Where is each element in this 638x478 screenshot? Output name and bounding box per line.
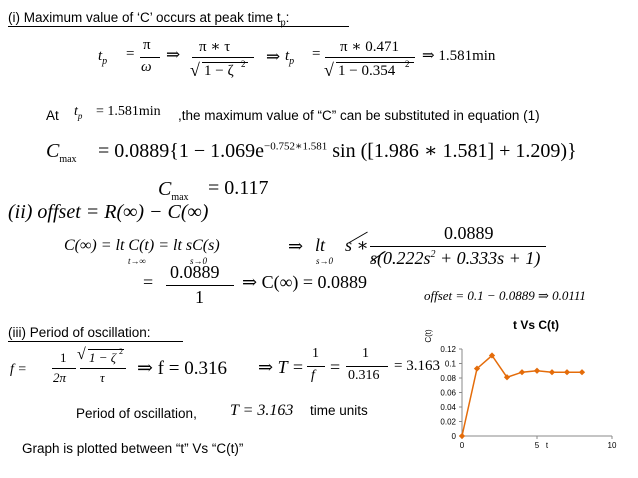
chart-x-tick-label: 0: [460, 441, 465, 450]
cinf-result-denominator: 1: [195, 287, 204, 307]
period-denominator: 0.316: [348, 368, 380, 383]
graph-caption: Graph is plotted between “t” Vs “C(t)”: [22, 441, 244, 456]
eq1-sqrt-sign: √: [190, 60, 200, 80]
eq1-squared: 2: [241, 59, 246, 69]
cinf-result-numerator: 0.0889: [170, 262, 220, 282]
freq-f: f =: [10, 362, 27, 377]
eq2-result: ⇒ 1.581min: [422, 48, 496, 64]
chart-data-point: [473, 365, 481, 372]
eq2-tp: tp: [285, 48, 295, 67]
period-arrow-T: ⇒ T =: [258, 357, 304, 377]
cinf-numerator: 0.0889: [444, 223, 494, 243]
chart-data-point: [563, 369, 571, 376]
eq2-sqrt-bar: [336, 62, 414, 63]
cinf-arrow: ⇒: [288, 236, 304, 256]
cinf-lim-s: s→0: [316, 256, 334, 266]
chart-y-tick-label: 0.08: [440, 374, 456, 383]
eq2-denominator: 1 − 0.354: [338, 63, 396, 79]
eq1-one-minus-zeta: 1 − ζ: [204, 63, 234, 79]
freq-bar-2: [80, 368, 126, 369]
offset-definition: (ii) offset = R(∞) − C(∞): [8, 201, 209, 223]
chart-data-point: [458, 432, 466, 440]
cmax-value: = 0.117: [208, 177, 269, 199]
cmax-eq-symbol: Cmax: [46, 140, 77, 165]
freq-result: ⇒ f = 0.316: [137, 358, 227, 379]
freq-two-pi: 2π: [53, 370, 67, 385]
chart-title: t Vs C(t): [513, 318, 559, 332]
chart-data-point: [533, 367, 541, 374]
heading-maximum-value: (i) Maximum value of ‘C’ occurs at peak …: [8, 10, 290, 28]
period-one-a: 1: [312, 346, 319, 361]
at-value: = 1.581min: [96, 104, 161, 119]
freq-root: 1 − ζ: [89, 350, 117, 365]
heading-period-underline: [8, 341, 183, 342]
chart-data-point: [503, 374, 511, 381]
freq-bar-1: [52, 368, 76, 369]
at-substitution-text: ,the maximum value of “C” can be substit…: [178, 108, 540, 123]
period-equals: =: [330, 357, 341, 377]
period-bar-1: [307, 366, 325, 367]
heading-underline: [8, 26, 349, 27]
freq-squared: 2: [119, 347, 123, 356]
eq1-arrow: ⇒: [166, 45, 181, 64]
period-units: time units: [310, 403, 368, 418]
chart-y-tick-label: 0.12: [440, 345, 456, 354]
eq2-squared: 2: [405, 59, 410, 69]
chart-y-tick-label: 0: [452, 432, 457, 441]
chart-data-point: [518, 369, 526, 376]
chart-x-tick-label: 10: [608, 441, 617, 450]
eq1-pi-tau: π ∗ τ: [199, 39, 231, 55]
chart-y-tick-label: 0.04: [440, 403, 456, 412]
freq-sqrt-bar: [88, 349, 124, 350]
period-result: = 3.163: [394, 358, 440, 374]
eq1-pi: π: [143, 37, 151, 53]
eq1-tp: tp: [98, 48, 108, 67]
period-f: f: [311, 368, 315, 383]
freq-tau: τ: [100, 370, 105, 385]
cinf-result-equals: =: [143, 272, 154, 292]
period-bar-2: [346, 366, 388, 367]
chart-ylabel: C(t): [424, 329, 433, 343]
eq1-fraction-bar-2: [192, 57, 254, 58]
cinf-lt: lt: [315, 235, 326, 255]
cinf-result-bar: [166, 285, 234, 286]
eq2-arrow: ⇒: [266, 47, 281, 66]
chart-data-point: [548, 369, 556, 376]
eq1-fraction-bar-1: [140, 57, 160, 58]
eq2-equals: =: [312, 46, 321, 62]
chart-xlabel: t: [546, 441, 549, 450]
cinf-result-value: ⇒ C(∞) = 0.0889: [242, 272, 368, 292]
chart-y-tick-label: 0.02: [440, 418, 456, 427]
period-label: Period of oscillation,: [76, 406, 197, 421]
freq-sqrt-sign: √: [77, 346, 86, 363]
cinf-limit-t: t→∞: [128, 256, 146, 266]
freq-one: 1: [60, 350, 67, 365]
cmax-value-symbol: Cmax: [158, 178, 189, 203]
eq2-sqrt-sign: √: [324, 60, 334, 80]
cinf-limit-s: s→0: [190, 256, 208, 266]
at-label: At: [46, 108, 59, 123]
cinf-fraction-bar: [370, 246, 546, 247]
chart-series-line: [461, 354, 582, 437]
eq1-equals: =: [126, 46, 135, 62]
eq2-numerator: π ∗ 0.471: [340, 39, 400, 55]
heading-period-of-oscillation: (iii) Period of oscillation:: [8, 325, 151, 340]
period-one-b: 1: [362, 346, 369, 361]
cmax-eq-body: = 0.0889{1 − 1.069e−0.752∗1.581 sin ([1.…: [98, 140, 577, 162]
chart-x-tick-label: 5: [535, 441, 540, 450]
eq1-omega: ω: [141, 59, 152, 75]
chart-y-tick-label: 0.1: [445, 360, 457, 369]
at-tp: tp: [74, 104, 83, 121]
eq2-fraction-bar: [325, 57, 415, 58]
cinf-denominator: s(0.222s2 + 0.333s + 1): [370, 248, 541, 268]
chart-y-tick-label: 0.06: [440, 389, 456, 398]
offset-result: offset = 0.1 − 0.0889 ⇒ 0.0111: [424, 288, 586, 303]
chart-data-point: [488, 352, 496, 359]
period-value: T = 3.163: [230, 402, 294, 419]
chart-data-point: [578, 369, 586, 376]
eq1-sqrt-bar: [202, 62, 248, 63]
cinf-limit-expression: C(∞) = lt C(t) = lt sC(s): [64, 237, 220, 254]
